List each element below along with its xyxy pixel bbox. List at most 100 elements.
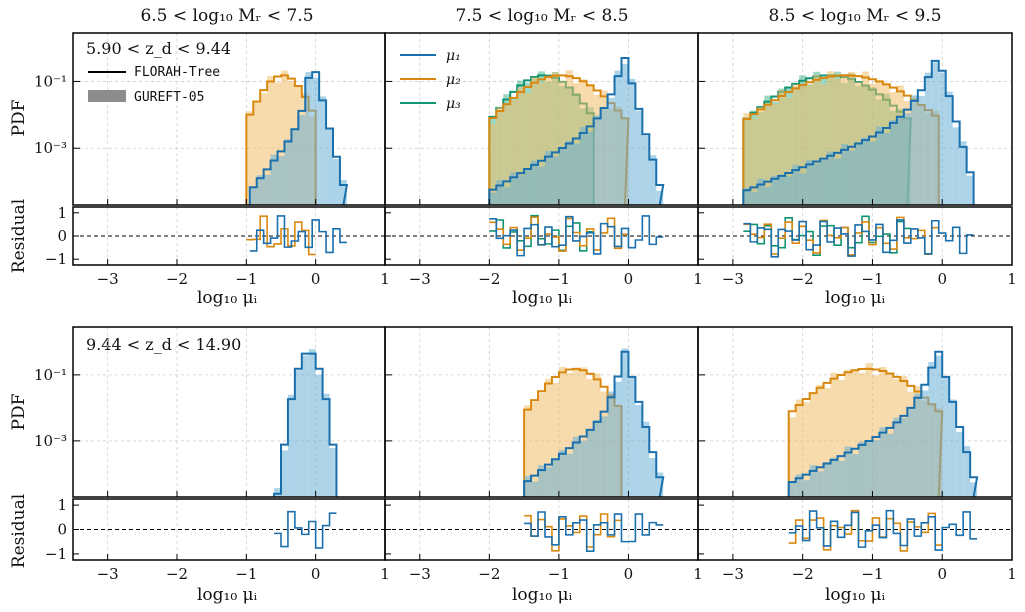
xlabel-r1-c0: log₁₀ μᵢ — [197, 585, 258, 605]
hist-bar-mu1 — [900, 417, 908, 497]
x-tick-label: 0 — [937, 565, 947, 583]
hist-bar-mu2 — [792, 84, 800, 205]
hist-bar-mu2 — [806, 84, 814, 205]
hist-bar-mu2 — [771, 104, 779, 205]
ylabel-pdf-top: PDF — [9, 99, 29, 136]
hist-bar-mu1 — [551, 460, 559, 497]
hist-bar-mu1 — [339, 180, 347, 205]
x-tick-label: −3 — [722, 270, 744, 288]
hist-bar-mu1 — [830, 457, 838, 497]
hist-fill-mu1 — [274, 349, 337, 497]
hist-bar-mu1 — [872, 440, 880, 497]
legend-mu2-label: μ₂ — [446, 72, 461, 88]
hist-bar-mu1 — [792, 164, 800, 205]
hist-bar-mu1 — [806, 159, 814, 205]
hist-bar-mu1 — [896, 116, 904, 205]
hist-bar-mu1 — [305, 72, 313, 205]
hist-bar-mu1 — [820, 160, 828, 205]
hist-bar-mu1 — [274, 488, 281, 497]
hist-bar-mu1 — [642, 421, 650, 497]
hist-bar-mu1 — [635, 110, 643, 205]
hist-bar-mu1 — [524, 170, 532, 205]
hist-bar-mu2 — [764, 103, 772, 205]
column-title-3: 8.5 < log₁₀ Mᵣ < 9.5 — [768, 6, 941, 26]
hist-bar-mu2 — [844, 369, 852, 497]
y-tick-label: 10⁻¹ — [34, 72, 67, 90]
hist-bar-mu1 — [614, 381, 622, 497]
column-title-2: 7.5 < log₁₀ Mᵣ < 8.5 — [455, 6, 628, 26]
x-tick-label: −1 — [861, 565, 883, 583]
hist-line-mu1 — [523, 350, 665, 498]
hist-bar-mu1 — [531, 160, 539, 205]
hist-bar-mu1 — [848, 150, 855, 205]
xlabel-r0-c2: log₁₀ μᵢ — [825, 288, 886, 308]
hist-bar-mu1 — [281, 450, 288, 497]
hist-bar-mu1 — [935, 355, 943, 497]
legend-patch-swatch — [88, 90, 126, 102]
hist-bar-mu2 — [496, 106, 504, 205]
hist-bar-mu1 — [277, 156, 285, 205]
hist-bar-mu1 — [333, 159, 340, 205]
hist-bar-mu1 — [851, 454, 859, 497]
hist-bar-mu1 — [889, 120, 897, 205]
hist-bar-mu1 — [270, 154, 278, 205]
hist-bar-mu1 — [249, 187, 257, 205]
hist-bar-mu2 — [531, 77, 539, 205]
hist-bar-mu1 — [600, 107, 608, 205]
hist-bar-mu2 — [858, 372, 866, 497]
hist-bar-mu2 — [510, 100, 518, 205]
hist-bar-mu1 — [531, 481, 539, 497]
legend-mu3-label: μ₃ — [446, 96, 461, 112]
x-tick-label: 0 — [624, 565, 634, 583]
hist-bar-mu1 — [517, 175, 525, 205]
residual-line-mu1 — [524, 511, 664, 553]
res-y-tick-label: 0 — [57, 227, 67, 245]
hist-bar-mu2 — [820, 83, 828, 205]
hist-bar-mu1 — [565, 141, 573, 205]
hist-bar-mu1 — [928, 362, 936, 497]
residual-line-mu1 — [743, 219, 974, 258]
hist-bar-mu2 — [246, 111, 254, 205]
hist-bar-mu1 — [319, 96, 327, 205]
hist-bar-mu1 — [593, 419, 601, 497]
hist-bar-mu2 — [841, 75, 849, 206]
hist-bar-mu1 — [510, 172, 518, 205]
hist-bar-mu1 — [917, 96, 925, 205]
hist-bar-mu2 — [281, 70, 288, 206]
hist-bar-mu1 — [322, 393, 330, 497]
hist-bar-mu1 — [910, 95, 918, 205]
hist-bar-mu1 — [778, 175, 786, 205]
hist-bar-mu2 — [260, 93, 268, 205]
x-tick-label: −3 — [722, 565, 744, 583]
hist-bar-mu2 — [809, 392, 817, 497]
hist-bar-mu1 — [586, 428, 594, 497]
res-y-tick-label: 1 — [57, 204, 67, 222]
hist-bar-mu1 — [312, 77, 320, 205]
x-tick-label: −2 — [166, 270, 188, 288]
hist-bar-mu1 — [788, 482, 796, 497]
hist-bar-mu2 — [802, 402, 810, 497]
hist-bar-mu2 — [253, 101, 261, 205]
hist-bar-mu1 — [565, 453, 573, 497]
hist-bar-mu1 — [538, 166, 545, 205]
x-tick-label: 1 — [693, 270, 703, 288]
x-tick-label: −2 — [792, 565, 814, 583]
hist-bar-mu1 — [959, 141, 967, 205]
panel-r0-c2: −3 −2 −1 0 1 — [697, 32, 1017, 288]
hist-bar-mu1 — [329, 447, 337, 497]
legend-mu1-label: μ₁ — [446, 48, 461, 64]
x-tick-label: −2 — [166, 565, 188, 583]
row-label-bottom: 9.44 < z_d < 14.90 — [86, 335, 241, 354]
x-tick-label: −3 — [97, 565, 119, 583]
xlabel-r1-c1: log₁₀ μᵢ — [512, 585, 573, 605]
hist-bar-mu2 — [517, 87, 525, 205]
y-tick-label: 10⁻³ — [34, 432, 67, 450]
hist-bar-mu1 — [607, 391, 615, 497]
hist-bar-mu1 — [586, 131, 594, 205]
hist-line-mu2 — [787, 367, 944, 498]
hist-bar-mu1 — [921, 390, 929, 497]
hist-line-mu1 — [787, 350, 979, 498]
panel-r1-c1: −3 −2 −1 0 1 — [384, 326, 703, 583]
x-tick-label: 0 — [311, 565, 321, 583]
hist-bar-mu2 — [865, 363, 873, 497]
